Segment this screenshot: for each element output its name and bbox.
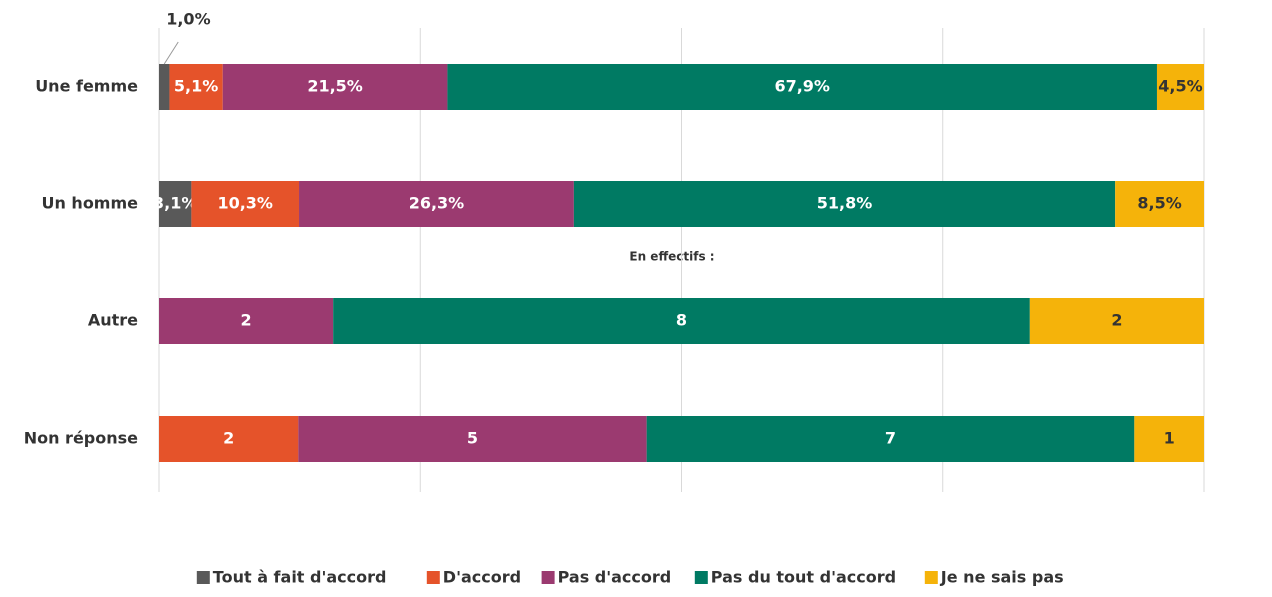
data-label: 8: [676, 311, 687, 330]
category-label: Une femme: [35, 77, 138, 96]
legend-label: Pas du tout d'accord: [711, 568, 896, 587]
legend-label: Je ne sais pas: [940, 568, 1064, 587]
bar-segment: [1156, 64, 1204, 110]
data-label: 3,1%: [153, 194, 197, 213]
legend-label: Pas d'accord: [558, 568, 672, 587]
legend-swatch: [196, 571, 210, 584]
category-label: Autre: [88, 311, 138, 330]
legend-label: Tout à fait d'accord: [213, 568, 387, 587]
data-label: 1,0%: [166, 10, 210, 29]
data-label: 2: [1111, 311, 1122, 330]
data-label: 51,8%: [817, 194, 873, 213]
data-label: 5,1%: [174, 77, 218, 96]
data-label: 2: [223, 429, 234, 448]
data-label: 4,5%: [1158, 77, 1202, 96]
category-label: Un homme: [41, 194, 138, 213]
legend-swatch: [694, 571, 708, 584]
bar-segment: [159, 298, 334, 344]
bar-segment: [1115, 181, 1204, 227]
bar-segment: [159, 181, 192, 227]
legend-swatch: [426, 571, 440, 584]
data-label: 67,9%: [774, 77, 830, 96]
bar-segment: [447, 64, 1157, 110]
data-label: 21,5%: [307, 77, 363, 96]
data-label: 10,3%: [217, 194, 273, 213]
annotation: En effectifs :: [629, 250, 714, 264]
bar-segment: [191, 181, 300, 227]
legend-swatch: [924, 571, 938, 584]
data-label: 7: [885, 429, 896, 448]
data-label: 26,3%: [409, 194, 465, 213]
data-label: 5: [467, 429, 478, 448]
bar-segment: [298, 416, 647, 462]
bar-segment: [299, 181, 574, 227]
bar-segment: [222, 64, 448, 110]
bar-segment: [1029, 298, 1204, 344]
data-label: 8,5%: [1137, 194, 1181, 213]
legend-swatch: [541, 571, 555, 584]
data-label: 1: [1164, 429, 1175, 448]
bar-segment: [573, 181, 1116, 227]
legend-label: D'accord: [443, 568, 521, 587]
bar-segment: [159, 64, 170, 110]
bar-segment: [333, 298, 1030, 344]
bar-segment: [646, 416, 1135, 462]
bar-segment: [1134, 416, 1204, 462]
bar-segment: [159, 416, 299, 462]
bar-segment: [169, 64, 223, 110]
data-label: 2: [241, 311, 252, 330]
category-label: Non réponse: [24, 429, 138, 448]
leader-line: [163, 41, 179, 65]
